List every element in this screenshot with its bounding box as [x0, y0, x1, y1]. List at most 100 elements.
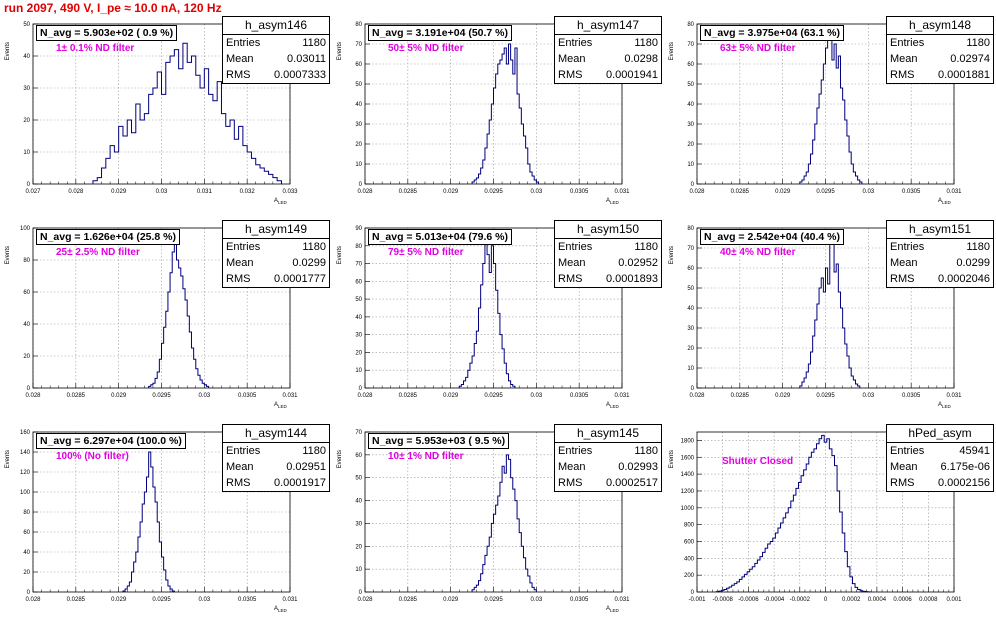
x-axis-label: ALED: [274, 606, 288, 613]
stats-box: h_asym151 Entries 1180 Mean 0.0299 RMS 0.00020…: [886, 220, 994, 288]
x-tick-label: 0.0305: [570, 597, 589, 603]
y-tick-label: 30: [23, 86, 30, 92]
x-tick-label: 0.033: [282, 189, 298, 195]
rms-value: 0.0001941: [606, 69, 658, 81]
mean-value: 0.02952: [618, 257, 658, 269]
y-tick-label: 90: [355, 226, 362, 232]
y-tick-label: 80: [23, 258, 30, 264]
x-tick-label: 0.03: [530, 597, 542, 603]
histogram-name: h_asym148: [887, 17, 993, 35]
x-tick-label: 0.0305: [570, 393, 589, 399]
y-axis-label: Events: [669, 42, 675, 60]
y-tick-label: 40: [355, 102, 362, 108]
mean-label: Mean: [890, 461, 918, 473]
histogram-name: h_asym144: [223, 425, 329, 443]
navg-label: N_avg = 1.626e+04 (25.8 %): [36, 229, 181, 245]
rms-value: 0.0001917: [274, 477, 326, 489]
y-tick-label: 0: [359, 590, 363, 596]
x-tick-label: -0.001: [688, 597, 706, 603]
y-tick-label: 1600: [681, 455, 695, 461]
y-tick-label: 80: [687, 226, 694, 232]
rms-label: RMS: [558, 273, 583, 285]
x-tick-label: 0.0285: [67, 597, 86, 603]
x-tick-label: 0.031: [282, 393, 298, 399]
histogram-plot: 0.028 0.0285 0.029 0.0295 0.03 0.0305 0.031 0 10…: [337, 22, 630, 205]
rms-label: RMS: [890, 273, 915, 285]
y-tick-label: 40: [355, 315, 362, 321]
x-tick-label: 0.0295: [152, 597, 171, 603]
y-tick-label: 0: [691, 590, 695, 596]
histogram-panel-h_asym145: 0.028 0.0285 0.029 0.0295 0.03 0.0305 0.031 0 10…: [332, 420, 664, 626]
rms-value: 0.0002046: [938, 273, 990, 285]
entries-label: Entries: [226, 37, 261, 49]
y-tick-label: 800: [684, 523, 695, 529]
y-tick-label: 50: [23, 22, 30, 28]
y-tick-label: 10: [355, 368, 362, 374]
stats-box: h_asym144 Entries 1180 Mean 0.02951 RMS 0.0001…: [222, 424, 330, 492]
y-tick-label: 140: [20, 450, 31, 456]
entries-label: Entries: [558, 445, 593, 457]
histogram-panel-hPed_asym: -0.001 -0.0008 -0.0006 -0.0004 -0.0002 0 0.000…: [664, 420, 996, 626]
x-tick-label: 0.028: [68, 189, 84, 195]
x-tick-label: 0.0295: [816, 393, 835, 399]
y-tick-label: 70: [355, 42, 362, 48]
histogram-plot: 0.027 0.028 0.029 0.03 0.031 0.032 0.033 0 10 20 3…: [5, 22, 298, 205]
y-tick-label: 60: [687, 62, 694, 68]
x-tick-label: 0.029: [443, 393, 459, 399]
entries-label: Entries: [890, 241, 925, 253]
entries-value: 1180: [966, 241, 990, 253]
histogram-plot: 0.028 0.0285 0.029 0.0295 0.03 0.0305 0.031 0 20…: [5, 226, 298, 409]
y-tick-label: 0: [359, 182, 363, 188]
y-tick-label: 40: [687, 306, 694, 312]
x-axis-label: ALED: [274, 402, 288, 409]
stats-box: h_asym145 Entries 1180 Mean 0.02993 RMS 0.0002…: [554, 424, 662, 492]
y-tick-label: 60: [355, 62, 362, 68]
histogram-name: h_asym151: [887, 221, 993, 239]
entries-label: Entries: [226, 445, 261, 457]
x-tick-label: 0.0295: [484, 597, 503, 603]
y-tick-label: 70: [355, 262, 362, 268]
filter-annotation: 79± 5% ND filter: [388, 247, 464, 258]
y-tick-label: 20: [355, 544, 362, 550]
x-tick-label: 0.0006: [893, 597, 912, 603]
entries-value: 1180: [634, 241, 658, 253]
x-tick-label: 0.029: [775, 189, 791, 195]
histogram-name: h_asym146: [223, 17, 329, 35]
y-tick-label: 30: [355, 122, 362, 128]
y-axis-label: Events: [669, 246, 675, 264]
page-title: run 2097, 490 V, I_pe ≈ 10.0 nA, 120 Hz: [4, 1, 222, 15]
y-tick-label: 100: [20, 490, 31, 496]
histogram-series: [715, 434, 871, 593]
y-tick-label: 10: [23, 150, 30, 156]
y-tick-label: 100: [20, 226, 31, 232]
x-tick-label: 0.028: [25, 393, 41, 399]
mean-value: 0.02993: [618, 461, 658, 473]
y-tick-label: 70: [687, 42, 694, 48]
y-tick-label: 60: [23, 530, 30, 536]
rms-value: 0.0007333: [274, 69, 326, 81]
x-tick-label: 0.0285: [399, 597, 418, 603]
filter-annotation: 10± 1% ND filter: [388, 451, 464, 462]
entries-label: Entries: [558, 37, 593, 49]
histogram-series: [471, 43, 539, 184]
y-tick-label: 40: [687, 102, 694, 108]
y-tick-label: 10: [687, 366, 694, 372]
mean-label: Mean: [890, 257, 918, 269]
mean-label: Mean: [226, 257, 254, 269]
y-tick-label: 200: [684, 573, 695, 579]
x-tick-label: 0.0305: [238, 393, 257, 399]
mean-label: Mean: [558, 53, 586, 65]
histogram-panel-h_asym150: 0.028 0.0285 0.029 0.0295 0.03 0.0305 0.031 0 10…: [332, 216, 664, 422]
entries-label: Entries: [226, 241, 261, 253]
rms-value: 0.0001893: [606, 273, 658, 285]
entries-value: 1180: [302, 241, 326, 253]
y-tick-label: 30: [687, 326, 694, 332]
histogram-name: h_asym149: [223, 221, 329, 239]
histogram-series: [148, 235, 210, 388]
histogram-plot: -0.001 -0.0008 -0.0006 -0.0004 -0.0002 0 0.000…: [669, 431, 962, 603]
x-tick-label: 0.03: [530, 189, 542, 195]
stats-box: h_asym150 Entries 1180 Mean 0.02952 RMS 0.0001…: [554, 220, 662, 288]
x-tick-label: 0.0295: [816, 189, 835, 195]
filter-annotation: 100% (No filter): [56, 451, 129, 462]
x-tick-label: 0.029: [111, 597, 127, 603]
